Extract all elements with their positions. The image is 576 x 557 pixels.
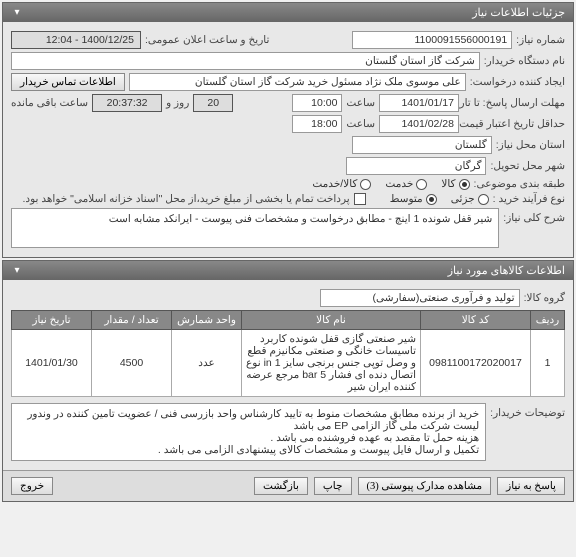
col-unit: واحد شمارش [172,311,242,330]
deadline-date: 1401/01/17 [379,94,459,112]
footer-bar: پاسخ به نیاز مشاهده مدارک پیوستی (3) چاپ… [3,470,573,501]
cell-name: شیر صنعتی گازی قفل شونده کاربرد تاسیسات … [242,330,421,397]
panel-title: جزئیات اطلاعات نیاز [472,6,565,19]
cell-date: 1401/01/30 [12,330,92,397]
group-value: تولید و فرآوری صنعتی(سفارشی) [320,289,520,307]
panel-header: اطلاعات کالاهای مورد نیاز ▾ [3,261,573,280]
radio-minor[interactable]: جزئی [451,193,489,205]
need-no-label: شماره نیاز: [516,34,565,46]
collapse-icon[interactable]: ▾ [11,7,23,19]
col-code: کد کالا [421,311,531,330]
col-qty: تعداد / مقدار [92,311,172,330]
summary-value: شیر قفل شونده 1 اینچ - مطابق درخواست و م… [11,208,499,248]
radio-dot-icon [478,194,489,205]
radio-goods[interactable]: کالا [441,178,469,190]
radio-minor-label: جزئی [451,193,475,205]
reply-button[interactable]: پاسخ به نیاز [497,477,565,495]
radio-both[interactable]: کالا/خدمت [312,178,371,190]
treasury-checkbox[interactable] [354,193,366,205]
time-remaining: 20:37:32 [92,94,162,112]
radio-goods-label: کالا [441,178,455,190]
cell-qty: 4500 [92,330,172,397]
need-prov-value: گلستان [352,136,492,154]
attachments-button[interactable]: مشاهده مدارک پیوستی (3) [358,477,492,495]
need-prov-label: استان محل نیاز: [496,139,565,151]
col-name: نام کالا [242,311,421,330]
notes-value: خرید از برنده مطابق مشخصات منوط به تایید… [11,403,486,461]
exit-button[interactable]: خروج [11,477,53,495]
need-no-value: 1100091556000191 [352,31,512,49]
process-label: نوع فرآیند خرید : [493,193,565,205]
collapse-icon[interactable]: ▾ [11,265,23,277]
cell-row: 1 [531,330,565,397]
radio-dot-icon [426,194,437,205]
radio-service-label: خدمت [385,178,413,190]
radio-medium[interactable]: متوسط [390,193,437,205]
process-radio-group: جزئی متوسط [390,193,489,205]
deliver-city-value: گرگان [346,157,486,175]
valid-label: حداقل تاریخ اعتبار قیمت: تا تاریخ: [463,118,565,130]
time-label-1: ساعت [346,97,375,109]
creator-value: علی موسوی ملک نژاد مسئول خرید شرکت گاز ا… [129,73,466,91]
valid-time: 18:00 [292,115,342,133]
radio-dot-icon [416,179,427,190]
need-details-panel: جزئیات اطلاعات نیاز ▾ شماره نیاز: 110009… [2,2,574,258]
time-label-2: ساعت [346,118,375,130]
announce-value: 1400/12/25 - 12:04 [11,31,141,49]
deadline-label: مهلت ارسال پاسخ: تا تاریخ: [463,97,565,109]
col-date: تاریخ نیاز [12,311,92,330]
col-row: ردیف [531,311,565,330]
buyer-org-value: شرکت گاز استان گلستان [11,52,480,70]
days-label: روز و [166,97,189,109]
panel-title: اطلاعات کالاهای مورد نیاز [448,264,565,277]
deadline-time: 10:00 [292,94,342,112]
radio-medium-label: متوسط [390,193,423,205]
summary-label: شرح کلی نیاز: [503,208,565,224]
radio-service[interactable]: خدمت [385,178,427,190]
cell-unit: عدد [172,330,242,397]
days-remaining: 20 [193,94,233,112]
pay-note: پرداخت تمام یا بخشی از مبلغ خرید،از محل … [23,193,350,205]
notes-label: توضیحات خریدار: [490,403,565,419]
classify-label: طبقه بندی موضوعی: [474,178,565,190]
panel-header: جزئیات اطلاعات نیاز ▾ [3,3,573,22]
radio-both-label: کالا/خدمت [312,178,357,190]
radio-dot-icon [360,179,371,190]
group-label: گروه کالا: [524,292,565,304]
table-row[interactable]: 1 0981100172020017 شیر صنعتی گازی قفل شو… [12,330,565,397]
goods-panel: اطلاعات کالاهای مورد نیاز ▾ گروه کالا: ت… [2,260,574,502]
table-header-row: ردیف کد کالا نام کالا واحد شمارش تعداد /… [12,311,565,330]
back-button[interactable]: بازگشت [254,477,308,495]
deliver-city-label: شهر محل تحویل: [490,160,565,172]
announce-label: تاریخ و ساعت اعلان عمومی: [145,34,269,46]
contact-buyer-button[interactable]: اطلاعات تماس خریدار [11,73,125,91]
buyer-org-label: نام دستگاه خریدار: [484,55,565,67]
valid-date: 1401/02/28 [379,115,459,133]
print-button[interactable]: چاپ [314,477,352,495]
creator-label: ایجاد کننده درخواست: [470,76,565,88]
radio-dot-icon [459,179,470,190]
cell-code: 0981100172020017 [421,330,531,397]
goods-table: ردیف کد کالا نام کالا واحد شمارش تعداد /… [11,310,565,397]
classify-radio-group: کالا خدمت کالا/خدمت [312,178,469,190]
remain-suffix: ساعت باقی مانده [11,97,88,109]
